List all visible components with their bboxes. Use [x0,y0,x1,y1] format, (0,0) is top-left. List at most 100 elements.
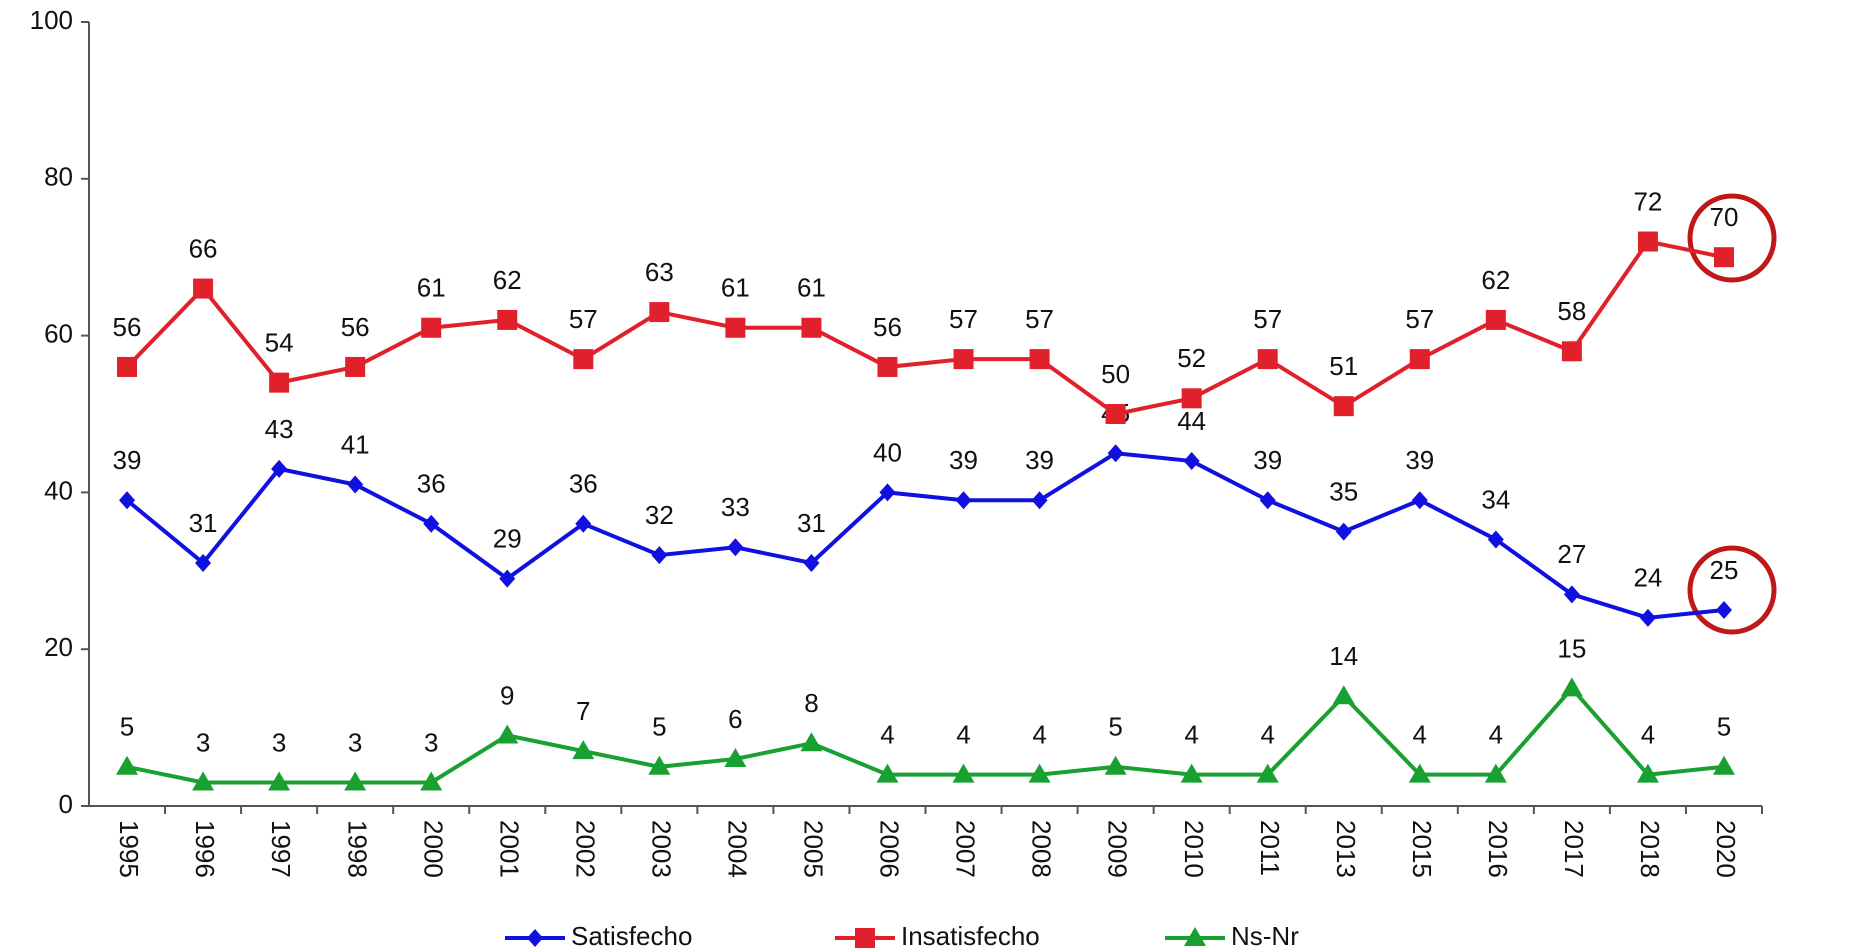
data-label: 39 [1253,445,1282,475]
data-point [954,349,974,369]
y-tick-label: 100 [30,5,73,35]
data-label: 4 [956,720,970,750]
data-label: 4 [1641,720,1655,750]
data-label: 51 [1329,351,1358,381]
x-tick-label: 2008 [1027,820,1057,878]
data-label: 32 [645,500,674,530]
data-point [347,476,363,494]
data-label: 5 [652,712,666,742]
y-tick-label: 20 [44,632,73,662]
data-label: 63 [645,257,674,287]
data-label: 58 [1557,296,1586,326]
legend-label: Ns-Nr [1231,921,1299,951]
data-label: 56 [341,312,370,342]
x-tick-label: 1998 [342,820,372,878]
data-point [497,310,517,330]
data-point [269,373,289,393]
data-point [1260,491,1276,509]
data-label: 7 [576,696,590,726]
x-tick-label: 2009 [1103,820,1133,878]
data-label: 39 [113,445,142,475]
data-label: 52 [1177,343,1206,373]
data-point [1486,310,1506,330]
x-tick-label: 2002 [570,820,600,878]
data-point [573,349,593,369]
data-label: 27 [1557,539,1586,569]
data-point [1716,601,1732,619]
data-label: 14 [1329,641,1358,671]
data-label: 5 [1108,712,1122,742]
y-tick-label: 60 [44,318,73,348]
data-point [725,318,745,338]
data-point [421,318,441,338]
data-label: 36 [569,469,598,499]
data-label: 56 [113,312,142,342]
data-point [1562,341,1582,361]
data-label: 57 [1253,304,1282,334]
x-tick-label: 2004 [723,820,753,878]
data-point [1032,491,1048,509]
y-tick-label: 40 [44,475,73,505]
data-label: 25 [1710,555,1739,585]
x-tick-label: 2010 [1179,820,1209,878]
data-label: 61 [721,273,750,303]
data-label: 31 [189,508,218,538]
data-point [1640,609,1656,627]
data-label: 24 [1633,563,1662,593]
data-label: 4 [1260,720,1274,750]
data-label: 36 [417,469,446,499]
data-label: 4 [1184,720,1198,750]
data-label: 57 [569,304,598,334]
x-tick-label: 2018 [1635,820,1665,878]
data-point [1412,491,1428,509]
data-point [1106,404,1126,424]
data-label: 4 [1032,720,1046,750]
data-point [1334,396,1354,416]
x-tick-label: 1995 [114,820,144,878]
data-point [1108,444,1124,462]
data-point [649,302,669,322]
data-point [193,279,213,299]
x-tick-label: 2017 [1559,820,1589,878]
data-point [801,318,821,338]
data-label: 4 [1413,720,1427,750]
data-label: 35 [1329,476,1358,506]
data-point [800,732,822,751]
data-label: 33 [721,492,750,522]
data-point [1333,685,1355,704]
data-point [1105,756,1127,775]
data-label: 31 [797,508,826,538]
x-tick-label: 2020 [1711,820,1741,878]
data-point [1638,232,1658,252]
x-tick-label: 2005 [799,820,829,878]
data-point [956,491,972,509]
data-label: 4 [1489,720,1503,750]
series-line [127,453,1724,618]
data-label: 29 [493,524,522,554]
data-label: 50 [1101,359,1130,389]
x-tick-label: 2011 [1255,820,1285,876]
data-label: 57 [1025,304,1054,334]
data-point [117,357,137,377]
data-label: 54 [265,328,294,358]
data-label: 8 [804,688,818,718]
data-label: 66 [189,233,218,263]
data-label: 9 [500,680,514,710]
x-tick-label: 2015 [1407,820,1437,878]
data-label: 39 [1405,445,1434,475]
x-tick-label: 2001 [494,820,524,878]
x-tick-label: 2016 [1483,820,1513,878]
data-point [1561,677,1583,696]
chart: 0204060801001995199619971998200020012002… [0,0,1854,952]
data-label: 43 [265,414,294,444]
data-label: 39 [1025,445,1054,475]
data-label: 5 [1717,712,1731,742]
data-point [1182,388,1202,408]
data-point [345,357,365,377]
data-label: 62 [493,265,522,295]
data-label: 3 [348,727,362,757]
data-point [1410,349,1430,369]
data-label: 70 [1710,202,1739,232]
data-point [1258,349,1278,369]
data-label: 57 [1405,304,1434,334]
